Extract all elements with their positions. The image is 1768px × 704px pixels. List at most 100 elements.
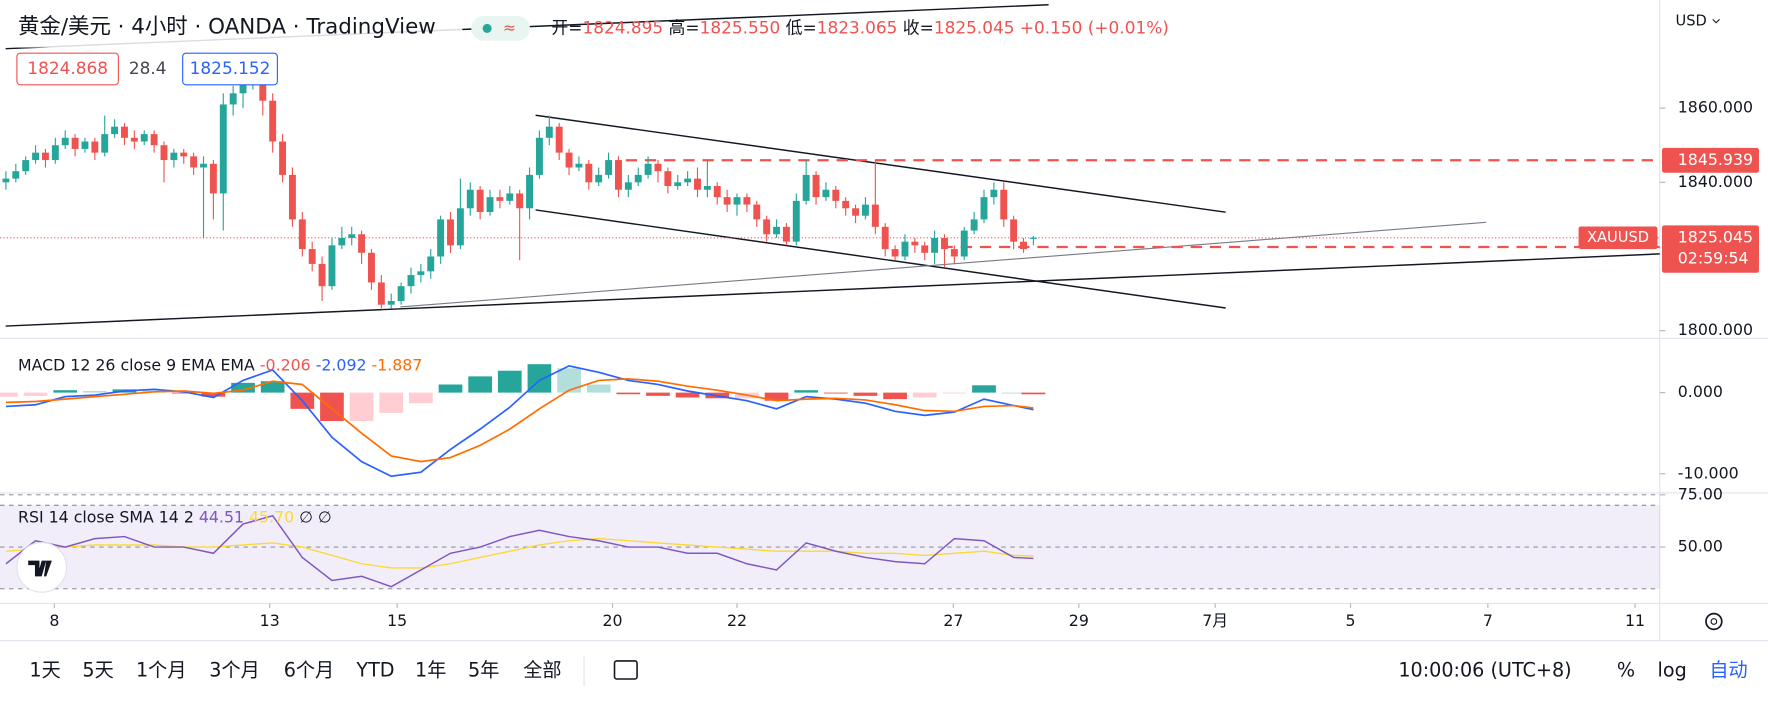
x-tick-label: 5 (1346, 611, 1356, 630)
trend-line (400, 221, 1487, 308)
histogram-bar (201, 392, 226, 397)
percent-toggle[interactable]: % (1617, 659, 1635, 682)
currency[interactable]: USD (1676, 13, 1707, 30)
histogram-bar (853, 392, 878, 396)
candle-body (22, 160, 30, 172)
histogram-bar (557, 368, 581, 393)
histogram-bar (82, 390, 107, 393)
candle-body (980, 197, 988, 220)
y-tick-label: 0.000 (1678, 382, 1723, 401)
candle-body (150, 134, 158, 146)
candle-body (575, 163, 583, 168)
candle-body (229, 93, 237, 105)
candle-body (565, 152, 573, 168)
candle-body (585, 163, 593, 183)
range-button[interactable]: 1天 (29, 659, 60, 682)
range-button[interactable]: 3个月 (209, 659, 260, 682)
candle-body (1000, 189, 1008, 220)
candle-body (140, 134, 148, 142)
currency-caret (1712, 18, 1720, 24)
legend-value: 44.51 (199, 507, 244, 526)
candle-body (614, 160, 622, 190)
range-button[interactable]: YTD (355, 659, 394, 682)
candle-body (219, 104, 227, 194)
y-tick-label: 1860.000 (1678, 98, 1753, 117)
symbol-label: XAUUSD (1587, 229, 1649, 246)
candle-body (802, 174, 810, 201)
candle-body (101, 134, 109, 153)
histogram-bar (171, 392, 196, 394)
tv-logo-mark (28, 560, 52, 577)
candle-body (308, 249, 316, 264)
candle-body (476, 189, 484, 212)
ask-price: 1825.152 (190, 58, 271, 78)
candle-body (703, 186, 711, 190)
histogram-bar (942, 392, 967, 394)
candle-body (535, 137, 543, 175)
ask-box[interactable] (182, 52, 278, 86)
candle-body (496, 197, 504, 201)
candle-body (624, 182, 632, 190)
candle-body (91, 141, 99, 153)
range-button[interactable]: 全部 (523, 659, 561, 682)
toggle-icon[interactable]: ≈ (503, 18, 516, 37)
auto-toggle[interactable]: 自动 (1709, 659, 1747, 682)
ohlc-label: 高= (668, 17, 699, 37)
candle-body (871, 204, 879, 227)
candle-body (881, 226, 889, 250)
change: +0.150 (+0.01%) (1020, 17, 1169, 37)
clock[interactable]: 10:00:06 (UTC+8) (1398, 659, 1571, 682)
candle-body (200, 163, 207, 168)
candle-body (654, 163, 662, 172)
ohlc-value: 1824.895 (582, 17, 663, 37)
candle-body (555, 126, 563, 153)
candle-body (901, 241, 909, 257)
candle-body (694, 178, 701, 190)
candle-body (417, 271, 425, 276)
candle-body (713, 186, 721, 198)
candle-body (180, 152, 188, 157)
range-button[interactable]: 5年 (468, 659, 499, 682)
candle-body (1020, 241, 1027, 250)
candle-body (32, 152, 40, 161)
x-tick-label: 22 (727, 611, 747, 630)
candle-body (763, 219, 771, 235)
settings-icon-core (1710, 618, 1718, 625)
histogram-bar (320, 392, 344, 422)
histogram-bar (1021, 392, 1046, 395)
toggle-dot (482, 23, 492, 33)
candle-body (239, 78, 247, 94)
ohlc-label: 收= (903, 17, 934, 37)
candle-body (298, 219, 306, 250)
histogram-bar (23, 392, 48, 396)
range-button[interactable]: 5天 (82, 659, 113, 682)
candle-body (852, 208, 860, 216)
x-tick-label: 8 (49, 611, 59, 630)
candle-body (328, 245, 336, 287)
candle-body (427, 256, 435, 272)
candle-body (753, 204, 761, 220)
histogram-bar (438, 384, 463, 393)
legend-value: ∅ (299, 507, 313, 526)
histogram-bar (379, 392, 404, 413)
compare-toggle[interactable] (471, 15, 530, 41)
candle-body (61, 137, 69, 146)
candle-body (812, 174, 820, 198)
bid-box[interactable] (16, 52, 119, 86)
histogram-bar (675, 392, 700, 398)
y-tick-label: 50.00 (1678, 537, 1723, 556)
candle-body (456, 208, 464, 246)
range-button[interactable]: 6个月 (284, 659, 335, 682)
candle-body (486, 197, 494, 212)
histogram-bar (646, 392, 670, 396)
range-button[interactable]: 1年 (415, 659, 446, 682)
candle-body (12, 171, 20, 179)
candle-body (516, 193, 524, 209)
candle-body (111, 126, 119, 135)
date-range-icon[interactable] (613, 660, 638, 680)
histogram-bar (53, 390, 78, 393)
settings-icon[interactable] (1705, 612, 1723, 631)
log-toggle[interactable]: log (1658, 659, 1687, 682)
range-button[interactable]: 1个月 (136, 659, 187, 682)
candle-body (960, 230, 968, 257)
